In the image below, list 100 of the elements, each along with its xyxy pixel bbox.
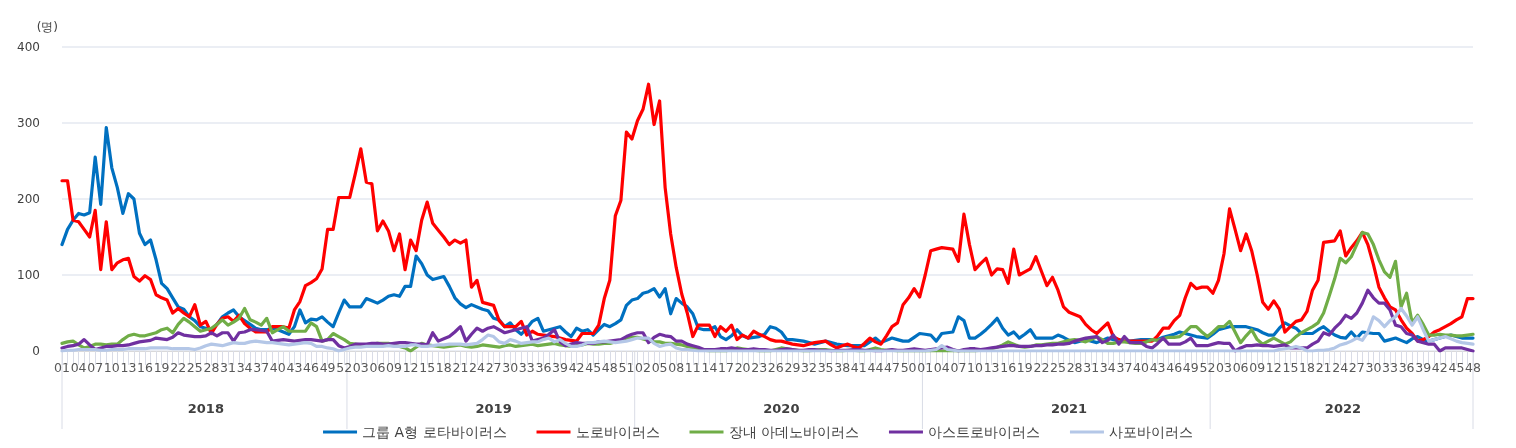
legend-label: 아스트로바이러스	[927, 424, 1040, 440]
x-tick-label: 13	[983, 360, 1000, 375]
x-tick-label: 32	[801, 360, 817, 375]
x-tick-label: 40	[1133, 360, 1149, 375]
x-tick-label: 45	[585, 360, 602, 375]
x-tick-label: 02	[635, 360, 651, 375]
x-tick-label: 45	[1448, 360, 1465, 375]
x-tick-label: 04	[933, 360, 950, 375]
x-tick-label: 29	[784, 360, 801, 375]
x-tick-label: 47	[884, 360, 900, 375]
x-tick-label: 04	[70, 360, 87, 375]
x-tick-label: 37	[253, 360, 270, 375]
x-tick-label: 27	[1348, 360, 1365, 375]
x-tick-label: 42	[568, 360, 585, 375]
text: 2020	[763, 400, 800, 416]
x-tick-label: 03	[1216, 360, 1232, 375]
text: 2022	[1324, 400, 1362, 416]
x-tick-label: 27	[485, 360, 502, 375]
x-tick-label: 03	[352, 360, 369, 375]
x-tick-label: 43	[286, 360, 303, 375]
x-tick-label: 18	[435, 360, 452, 375]
y-axis-title: (명)	[36, 20, 58, 34]
legend-label: 사포바이러스	[1108, 424, 1193, 440]
x-tick-label: 01	[917, 360, 934, 375]
x-tick-label: 48	[1465, 360, 1481, 375]
x-tick-label: 20	[734, 360, 751, 375]
line-series	[60, 306, 1475, 353]
line-series	[60, 82, 1475, 350]
x-tick-label: 14	[701, 360, 718, 375]
y-tick-label: 0	[32, 344, 40, 358]
x-tick-label: 35	[817, 360, 834, 375]
x-tick-label: 48	[601, 360, 618, 375]
x-tick-label: 09	[386, 360, 402, 375]
x-tick-label: 08	[668, 360, 685, 375]
x-tick-label: 31	[1083, 360, 1100, 375]
x-tick-label: 15	[419, 360, 436, 375]
x-tick-label: 22	[170, 360, 187, 375]
x-tick-label: 16	[1000, 360, 1017, 375]
x-tick-label: 41	[850, 360, 867, 375]
x-tick-label: 39	[552, 360, 568, 375]
x-tick-label: 01	[54, 360, 70, 375]
x-tick-label: 05	[651, 360, 668, 375]
legend-label: 장내 아데노바이러스	[728, 424, 859, 440]
x-tick-label: 24	[469, 360, 485, 375]
x-tick-label: 07	[950, 360, 967, 375]
text: 2021	[1050, 400, 1088, 416]
x-tick-label: 15	[1282, 360, 1299, 375]
x-tick-label: 22	[1033, 360, 1050, 375]
x-tick-label: 51	[618, 360, 635, 375]
x-tick-label: 52	[1199, 360, 1216, 375]
x-tick-label: 34	[1099, 360, 1116, 375]
x-tick-label: 34	[236, 360, 253, 375]
x-tick-label: 17	[718, 360, 734, 375]
x-tick-label: 52	[336, 360, 353, 375]
legend-label: 그룹 A형 로타바이러스	[362, 424, 507, 440]
x-tick-label: 23	[751, 360, 768, 375]
x-tick-label: 06	[1232, 360, 1249, 375]
x-tick-label: 25	[186, 360, 203, 375]
x-tick-label: 28	[203, 360, 220, 375]
x-tick-label: 36	[1398, 360, 1415, 375]
x-tick-label: 21	[452, 360, 469, 375]
y-tick-label: 400	[17, 40, 40, 54]
text: 2018	[187, 400, 224, 416]
x-tick-label: 42	[1431, 360, 1448, 375]
x-tick-label: 46	[1166, 360, 1183, 375]
x-tick-label: 31	[220, 360, 236, 375]
x-tick-label: 50	[900, 360, 917, 375]
x-tick-label: 16	[137, 360, 153, 375]
text: 2019	[475, 400, 512, 416]
x-tick-label: 28	[1066, 360, 1083, 375]
x-tick-label: 09	[1249, 360, 1266, 375]
x-tick-label: 18	[1299, 360, 1315, 375]
x-tick-label: 07	[87, 360, 104, 375]
x-tick-label: 38	[834, 360, 851, 375]
x-tick-label: 30	[502, 360, 519, 375]
x-tick-label: 49	[319, 360, 336, 375]
x-tick-label: 33	[518, 360, 535, 375]
x-tick-label: 13	[120, 360, 137, 375]
x-tick-label: 19	[153, 360, 170, 375]
x-tick-label: 43	[1149, 360, 1166, 375]
x-tick-label: 39	[1415, 360, 1432, 375]
x-tick-label: 12	[402, 360, 419, 375]
x-tick-label: 33	[1382, 360, 1398, 375]
x-tick-label: 10	[103, 360, 120, 375]
x-tick-label: 06	[369, 360, 386, 375]
x-tick-label: 26	[767, 360, 784, 375]
x-tick-label: 44	[867, 360, 884, 375]
x-tick-label: 21	[1315, 360, 1332, 375]
y-tick-label: 100	[17, 268, 40, 282]
x-tick-label: 12	[1265, 360, 1282, 375]
x-tick-label: 10	[967, 360, 983, 375]
x-tick-label: 25	[1050, 360, 1066, 375]
x-tick-label: 49	[1182, 360, 1199, 375]
x-tick-label: 19	[1016, 360, 1033, 375]
x-tick-label: 24	[1332, 360, 1349, 375]
x-tick-label: 46	[303, 360, 319, 375]
y-tick-label: 200	[17, 192, 40, 206]
y-tick-label: 300	[17, 116, 40, 130]
x-tick-label: 40	[269, 360, 286, 375]
legend-label: 노로바이러스	[575, 424, 660, 440]
